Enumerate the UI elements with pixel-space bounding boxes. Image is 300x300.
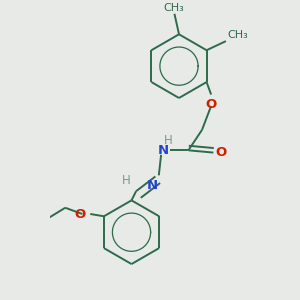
Text: H: H xyxy=(122,174,130,187)
Text: CH₃: CH₃ xyxy=(163,3,184,13)
Text: N: N xyxy=(158,144,169,157)
Text: N: N xyxy=(147,179,158,192)
Text: O: O xyxy=(74,208,86,220)
Text: O: O xyxy=(206,98,217,111)
Text: CH₃: CH₃ xyxy=(227,30,248,40)
Text: H: H xyxy=(164,134,172,147)
Text: O: O xyxy=(216,146,227,159)
